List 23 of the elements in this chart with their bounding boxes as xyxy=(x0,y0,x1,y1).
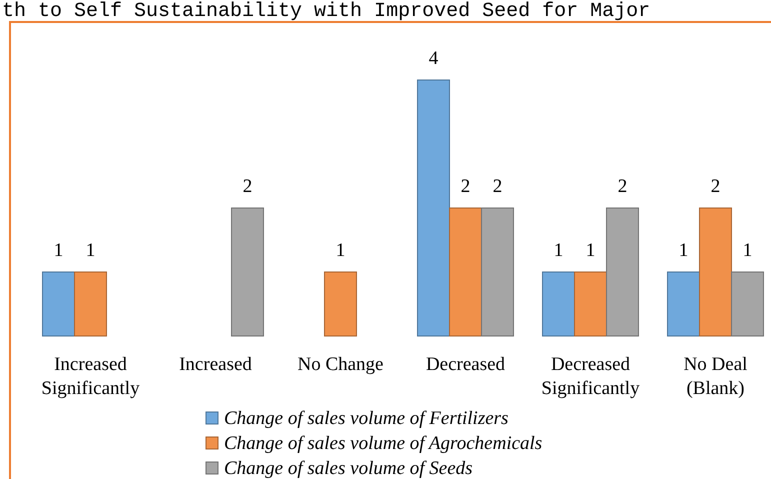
data-label: 2 xyxy=(710,176,720,197)
data-label: 1 xyxy=(86,240,96,261)
legend-label: Change of sales volume of Fertilizers xyxy=(224,408,508,429)
legend-label: Change of sales volume of Agrochemicals xyxy=(224,433,542,454)
data-label: 1 xyxy=(554,240,564,261)
data-label: 1 xyxy=(742,240,752,261)
data-label: 4 xyxy=(428,48,439,69)
x-tick-label: Decreased Significantly xyxy=(541,354,640,399)
data-label: 1 xyxy=(678,240,688,261)
data-label: 2 xyxy=(618,176,628,197)
data-label: 2 xyxy=(492,176,502,197)
data-label: 2 xyxy=(242,176,252,197)
data-label: 1 xyxy=(336,240,346,261)
x-tick-label: No Deal (Blank) xyxy=(684,354,748,399)
data-label: 1 xyxy=(586,240,596,261)
legend-label: Change of sales volume of Seeds xyxy=(224,458,473,479)
x-tick-label: Increased Significantly xyxy=(41,354,140,399)
chart-title: th to Self Sustainability with Improved Seed for Major xyxy=(2,0,650,23)
data-label: 2 xyxy=(460,176,470,197)
data-label: 1 xyxy=(54,240,64,261)
x-tick-label: Increased xyxy=(179,354,252,375)
x-tick-label: No Change xyxy=(297,354,384,375)
x-tick-label: Decreased xyxy=(426,354,506,375)
